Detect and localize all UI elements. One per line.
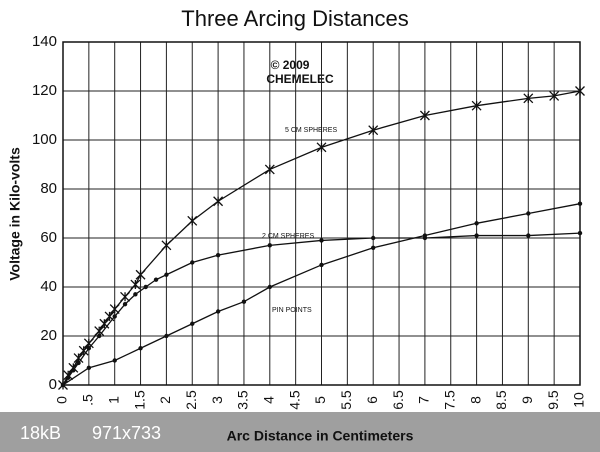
y-tick-label: 40 [40,278,57,295]
x-tick-label: 9.5 [545,390,561,410]
dot-marker [526,211,531,216]
dot-marker [112,358,117,363]
plot-frame [62,41,581,386]
dot-marker [474,221,479,226]
x-tick-label: 0 [54,396,70,404]
dot-marker [241,299,247,304]
copyright: © 2009 [271,58,310,72]
x-tick-label: 8 [467,396,483,404]
y-axis-label: Voltage in Kilo-volts [7,147,23,281]
plot: 0 20 40 60 80 100 120 140 0 .5 1 1.5 2 2.5 3 3.5 4 4.5 5 5.… [32,33,587,410]
star-marker [316,142,327,153]
star-marker [130,279,141,290]
dot-marker [164,333,169,339]
star-marker [471,100,482,111]
x-tick-label: 6 [364,396,380,404]
x-tick-label: 4 [261,396,277,404]
star-marker [135,269,146,280]
watermark-size: 18kB [20,423,61,443]
y-tick-label: 0 [49,376,57,393]
y-tick-label: 80 [40,180,57,197]
dot-marker [215,309,221,314]
dot-marker [138,346,143,351]
dot-marker [153,277,159,282]
series-label: PIN POINTS [272,307,312,314]
series-label: 5 CM SPHERES [285,127,337,134]
x-tick-label: 7 [416,396,432,404]
x-tick-label: 2 [157,396,173,404]
author: CHEMELEC [266,72,334,86]
x-tick-label: 7.5 [441,390,457,410]
dot-marker [319,262,324,268]
dot-marker [371,245,376,250]
dot-marker [112,314,117,319]
x-tick-label: 5 [312,396,328,404]
star-marker [575,86,585,96]
star-marker [264,164,275,175]
x-tick-label: 8.5 [493,390,509,410]
dot-marker [474,233,479,238]
chart-title: Three Arcing Distances [181,6,408,31]
dot-marker [422,233,428,238]
x-tick-label: 6.5 [390,390,406,410]
star-marker [419,110,430,121]
dot-marker [76,360,81,366]
star-marker [549,90,560,101]
dot-marker [267,284,272,290]
x-tick-label: 4.5 [286,390,302,410]
y-tick-label: 60 [40,229,57,246]
dot-marker [577,230,583,236]
star-marker [187,215,198,226]
star-marker [120,291,130,302]
star-marker [99,318,110,329]
watermark-dims: 971x733 [92,423,161,443]
star-marker [523,93,534,104]
star-marker [213,196,224,207]
y-tick-label: 140 [32,33,57,50]
x-axis-label: Arc Distance in Centimeters [227,428,414,444]
dot-marker [96,333,102,339]
y-tick-label: 120 [32,82,57,99]
star-marker [368,125,379,136]
dot-marker [267,243,272,248]
dot-marker [526,233,531,238]
watermark-bar [0,412,600,452]
x-tick-label: 10 [571,392,587,408]
series-label: 2 CM SPHERES [262,233,314,240]
y-tick-label: 20 [40,327,57,344]
star-marker [78,345,89,356]
y-tick-label: 100 [32,131,57,148]
dot-marker [215,252,221,258]
dot-marker [190,321,195,326]
dot-marker [371,235,376,241]
x-tick-label: 3.5 [235,390,251,410]
x-tick-label: 1.5 [131,390,147,410]
dot-marker [190,260,195,265]
x-tick-label: 5.5 [338,390,354,410]
dot-marker [164,272,169,277]
dot-marker [133,292,138,297]
dot-marker [122,301,128,307]
dot-marker [71,368,76,373]
x-tick-label: 3 [209,396,225,404]
dot-marker [319,238,324,243]
x-tick-label: 2.5 [183,390,199,410]
x-tick-label: 1 [105,396,121,404]
dot-marker [65,375,71,380]
dot-marker [86,365,92,371]
dot-marker [60,382,66,388]
dot-marker [86,346,92,351]
dot-marker [143,284,148,290]
star-marker [161,240,172,251]
x-tick-label: 9 [519,396,535,404]
x-tick-label: .5 [80,394,96,406]
dot-marker [577,201,583,206]
